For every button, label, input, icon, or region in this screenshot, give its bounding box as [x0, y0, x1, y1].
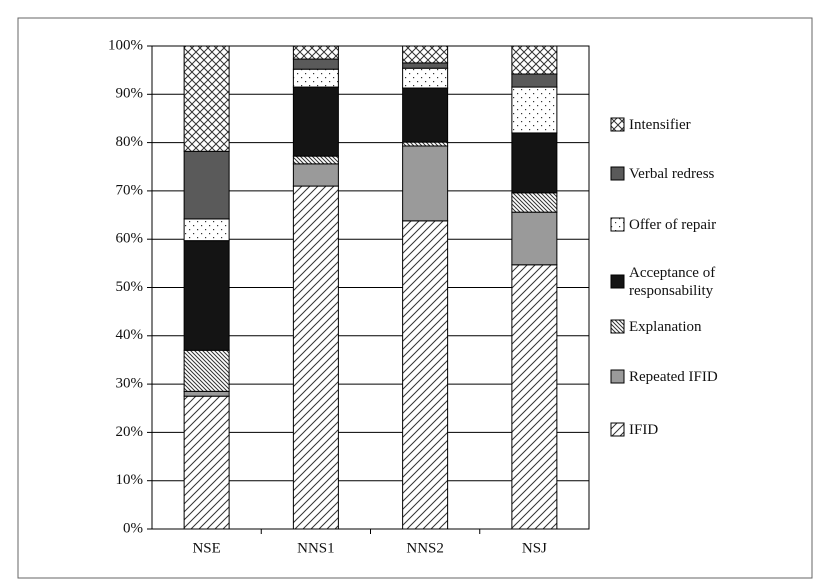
legend-swatch-box — [610, 166, 625, 181]
bar-segment — [511, 73, 558, 88]
y-tick-label: 40% — [116, 327, 144, 343]
bar-segment — [292, 163, 339, 187]
legend-label: Verbal redress — [629, 166, 715, 182]
bar-segment — [183, 150, 230, 220]
y-tick-label: 20% — [116, 424, 144, 440]
bar-segment — [402, 220, 449, 530]
y-tick-label: 70% — [116, 182, 144, 198]
bar-segment — [183, 390, 230, 397]
legend-label: Repeated IFID — [629, 369, 718, 385]
x-tick-label: NSE — [192, 540, 220, 556]
legend-label: Explanation — [629, 319, 702, 335]
y-tick-label: 30% — [116, 376, 144, 392]
legend-swatch — [610, 166, 625, 181]
bar-segment — [511, 86, 558, 134]
bar-segment — [292, 68, 339, 88]
bar-segment — [292, 45, 339, 60]
bar-segment — [511, 132, 558, 194]
bar-segment — [402, 141, 449, 147]
legend-item: Acceptance of responsability — [610, 264, 749, 300]
y-tick-label: 80% — [116, 134, 144, 150]
legend-label: Intensifier — [629, 117, 691, 133]
y-tick-label: 100% — [108, 37, 143, 53]
legend-item: IFID — [610, 421, 749, 439]
legend-item: Repeated IFID — [610, 368, 749, 386]
bar-segment — [511, 264, 558, 530]
bar-segment — [183, 218, 230, 242]
legend-swatch-box — [610, 319, 625, 334]
x-tick-label: NSJ — [522, 540, 547, 556]
bar-segment — [402, 67, 449, 89]
bar-segment — [183, 45, 230, 152]
y-tick-label: 90% — [116, 86, 144, 102]
legend-swatch — [610, 369, 625, 384]
legend-label: IFID — [629, 422, 659, 438]
frame — [17, 17, 813, 579]
y-tick-label: 0% — [123, 520, 143, 536]
bar-segment — [292, 58, 339, 70]
legend-swatch — [610, 117, 625, 132]
legend-swatch — [610, 422, 625, 437]
legend-label: Offer of repair — [629, 217, 717, 233]
legend-item: Intensifier — [610, 116, 749, 134]
bar-segment — [402, 87, 449, 143]
bar-segment — [292, 86, 339, 157]
legend-swatch — [610, 217, 625, 232]
bar-segment — [511, 45, 558, 75]
y-tick-label: 50% — [116, 279, 144, 295]
y-tick-label: 10% — [116, 472, 144, 488]
bar-segment — [402, 145, 449, 222]
legend-swatch — [610, 274, 625, 289]
legend-item: Verbal redress — [610, 165, 749, 183]
bar-segment — [292, 185, 339, 530]
legend-swatch — [610, 319, 625, 334]
bar-segment — [292, 155, 339, 165]
legend-swatch-box — [610, 217, 625, 232]
bar-segment — [511, 211, 558, 266]
bar-segment — [402, 45, 449, 64]
y-tick-label: 60% — [116, 231, 144, 247]
legend-swatch-box — [610, 117, 625, 132]
legend-item: Offer of repair — [610, 216, 749, 234]
x-tick-label: NNS2 — [406, 540, 444, 556]
legend-label: Acceptance of responsability — [629, 265, 716, 299]
x-tick-label: NNS1 — [297, 540, 335, 556]
bar-segment — [402, 62, 449, 69]
legend-swatch-box — [610, 422, 625, 437]
bar-segment — [183, 349, 230, 392]
legend-swatch-box — [610, 274, 625, 289]
bar-segment — [183, 395, 230, 530]
bar-segment — [183, 240, 230, 351]
legend-swatch-box — [610, 369, 625, 384]
bar-segment — [511, 192, 558, 213]
legend-item: Explanation — [610, 318, 749, 336]
